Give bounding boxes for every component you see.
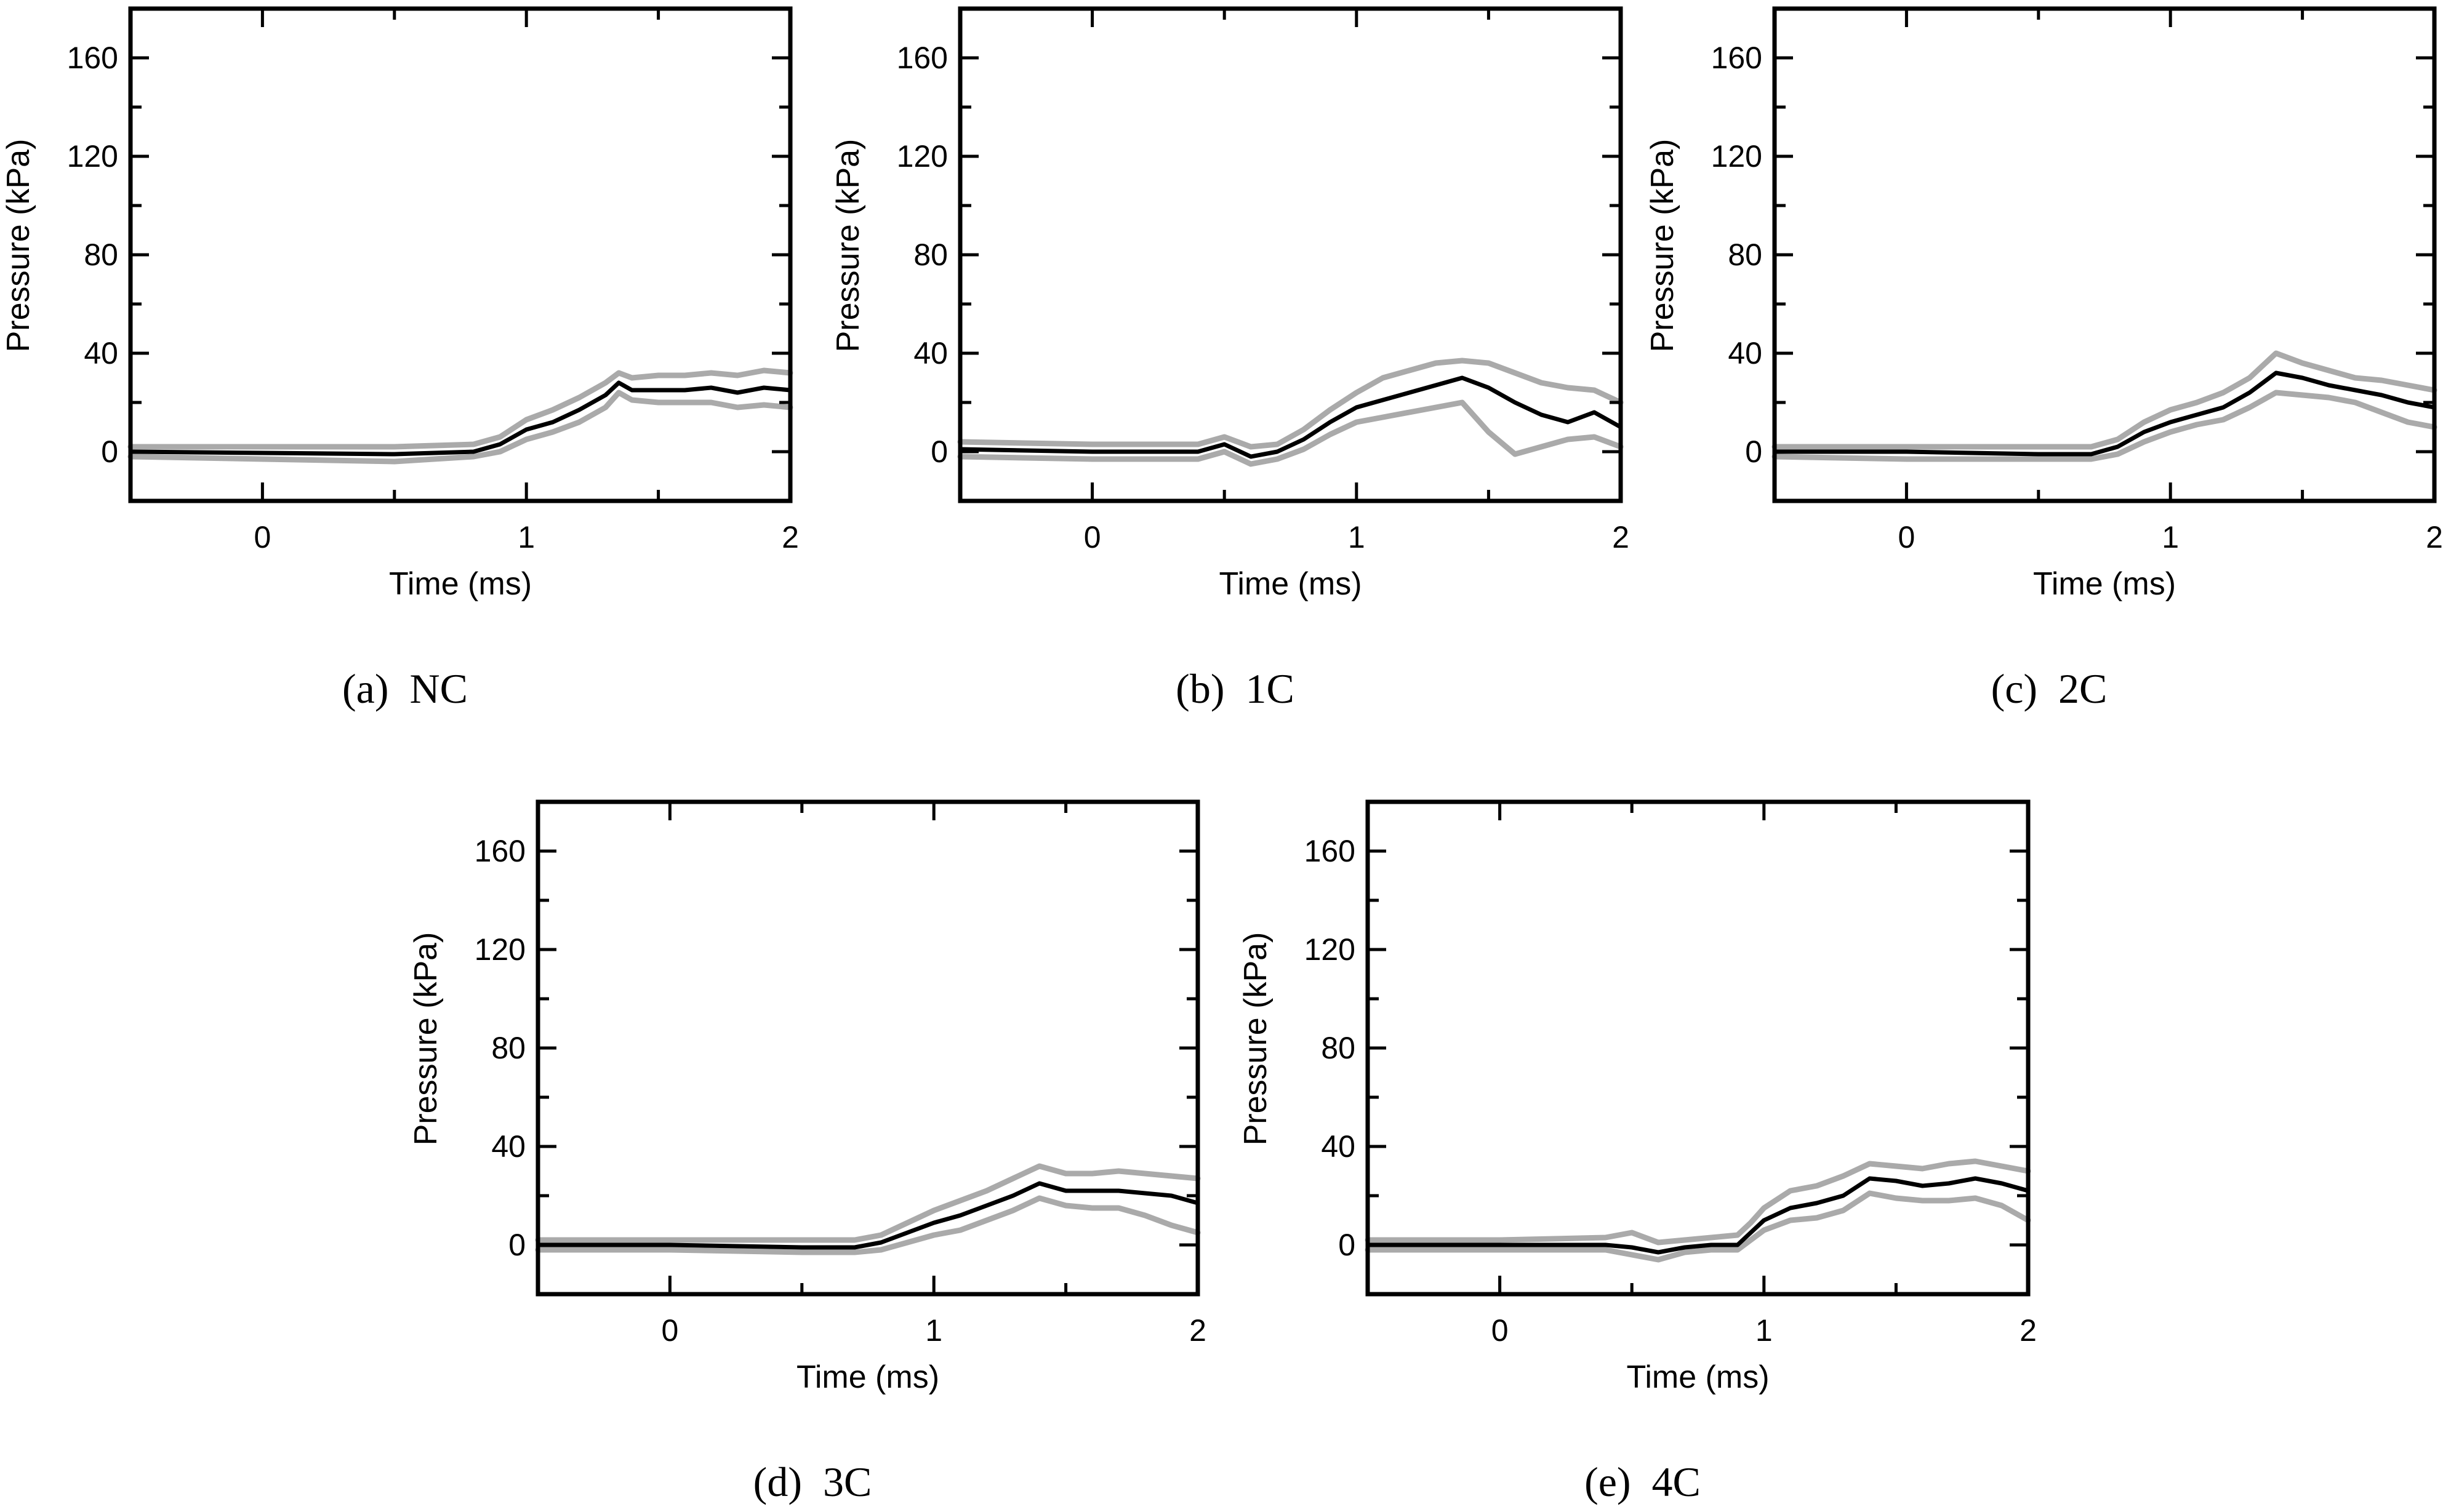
x-axis-label: Time (ms) bbox=[1219, 566, 1362, 602]
chart-panel-c: 0 40 80 120 160 0 1 2 Time (ms) Pressure (kPa) (c)… bbox=[1645, 6, 2443, 712]
y-tick-label: 120 bbox=[1711, 139, 1762, 174]
x-axis-label: Time (ms) bbox=[796, 1359, 939, 1395]
x-axis-label: Time (ms) bbox=[389, 566, 532, 602]
y-tick-label: 120 bbox=[475, 932, 526, 967]
y-axis-label: Pressure (kPa) bbox=[408, 932, 444, 1146]
y-tick-label: 0 bbox=[931, 434, 948, 469]
y-tick-label: 120 bbox=[897, 139, 948, 174]
y-tick-label: 40 bbox=[84, 336, 118, 370]
series-line-mean bbox=[536, 1181, 1200, 1250]
x-tick-label: 0 bbox=[254, 520, 271, 554]
y-tick-label: 40 bbox=[913, 336, 948, 370]
series-line-band-lower bbox=[1365, 1190, 2031, 1263]
panel-caption: (b) 1C bbox=[1176, 665, 1294, 712]
x-tick-label: 0 bbox=[1491, 1313, 1509, 1348]
y-tick-label: 160 bbox=[475, 834, 526, 868]
y-tick-label: 160 bbox=[897, 41, 948, 75]
chart-panel-e: 0 40 80 120 160 0 1 2 Time (ms) Pressure (kPa) (e)… bbox=[1238, 799, 2037, 1505]
panel-caption: (e) 4C bbox=[1584, 1458, 1701, 1505]
x-tick-label: 2 bbox=[782, 520, 799, 554]
plot-frame bbox=[1365, 799, 2031, 1297]
y-tick-label: 80 bbox=[913, 238, 948, 272]
chart-panel-b: 0 40 80 120 160 0 1 2 Time (ms) Pressure (kPa) (b)… bbox=[830, 6, 1629, 712]
x-tick-label: 2 bbox=[2020, 1313, 2037, 1348]
y-tick-label: 0 bbox=[1338, 1228, 1355, 1262]
y-tick-label: 0 bbox=[101, 434, 118, 469]
y-tick-label: 40 bbox=[1321, 1129, 1355, 1164]
x-tick-label: 1 bbox=[2162, 520, 2179, 554]
plot-frame bbox=[536, 799, 1200, 1297]
plot-frame bbox=[1772, 6, 2437, 503]
y-tick-label: 80 bbox=[1728, 238, 1762, 272]
x-tick-label: 0 bbox=[661, 1313, 678, 1348]
y-tick-label: 120 bbox=[1304, 932, 1355, 967]
y-tick-label: 40 bbox=[491, 1129, 526, 1164]
y-tick-label: 0 bbox=[508, 1228, 526, 1262]
series-line-band-upper bbox=[127, 367, 793, 450]
y-axis-label: Pressure (kPa) bbox=[1, 139, 36, 353]
series-line-band-lower bbox=[535, 1195, 1201, 1255]
y-tick-label: 120 bbox=[67, 139, 118, 174]
x-tick-label: 2 bbox=[1189, 1313, 1206, 1348]
x-axis-label: Time (ms) bbox=[2033, 566, 2176, 602]
x-tick-label: 1 bbox=[1348, 520, 1365, 554]
y-tick-label: 160 bbox=[67, 41, 118, 75]
plot-frame bbox=[958, 6, 1623, 503]
y-tick-label: 160 bbox=[1304, 834, 1355, 868]
y-axis-label: Pressure (kPa) bbox=[1238, 932, 1274, 1146]
series-line-band-upper bbox=[1771, 350, 2437, 450]
x-tick-label: 1 bbox=[518, 520, 535, 554]
y-tick-label: 80 bbox=[84, 238, 118, 272]
series-line-band-upper bbox=[1365, 1158, 2031, 1246]
x-axis-label: Time (ms) bbox=[1626, 1359, 1769, 1395]
y-tick-label: 80 bbox=[491, 1031, 526, 1065]
series-line-band-upper bbox=[957, 358, 1624, 450]
series-line-mean bbox=[1365, 1176, 2031, 1255]
panel-caption: (c) 2C bbox=[1991, 665, 2108, 712]
x-tick-label: 0 bbox=[1084, 520, 1101, 554]
x-tick-label: 0 bbox=[1898, 520, 1915, 554]
series-line-band-lower bbox=[957, 399, 1624, 467]
x-tick-label: 1 bbox=[925, 1313, 942, 1348]
series-line-mean bbox=[128, 380, 793, 457]
series-line-mean bbox=[1772, 370, 2437, 457]
series-line-band-lower bbox=[127, 390, 793, 465]
series-line-mean bbox=[958, 375, 1623, 459]
panel-caption: (a) NC bbox=[342, 665, 468, 712]
y-tick-label: 40 bbox=[1728, 336, 1762, 370]
x-tick-label: 2 bbox=[1612, 520, 1629, 554]
y-tick-label: 80 bbox=[1321, 1031, 1355, 1065]
plot-frame bbox=[128, 6, 793, 503]
series-line-band-upper bbox=[535, 1163, 1201, 1243]
y-axis-label: Pressure (kPa) bbox=[1645, 139, 1680, 353]
y-tick-label: 0 bbox=[1745, 434, 1762, 469]
chart-panel-d: 0 40 80 120 160 0 1 2 Time (ms) Pressure (kPa) (d)… bbox=[408, 799, 1206, 1505]
x-tick-label: 2 bbox=[2426, 520, 2443, 554]
x-tick-label: 1 bbox=[1755, 1313, 1773, 1348]
panel-caption: (d) 3C bbox=[753, 1458, 872, 1505]
y-axis-label: Pressure (kPa) bbox=[830, 139, 866, 353]
chart-panel-a: 0 40 80 120 160 0 1 2 Time (ms) Pressure (kPa) (a)… bbox=[1, 6, 799, 712]
y-tick-label: 160 bbox=[1711, 41, 1762, 75]
series-line-band-lower bbox=[1771, 390, 2437, 462]
